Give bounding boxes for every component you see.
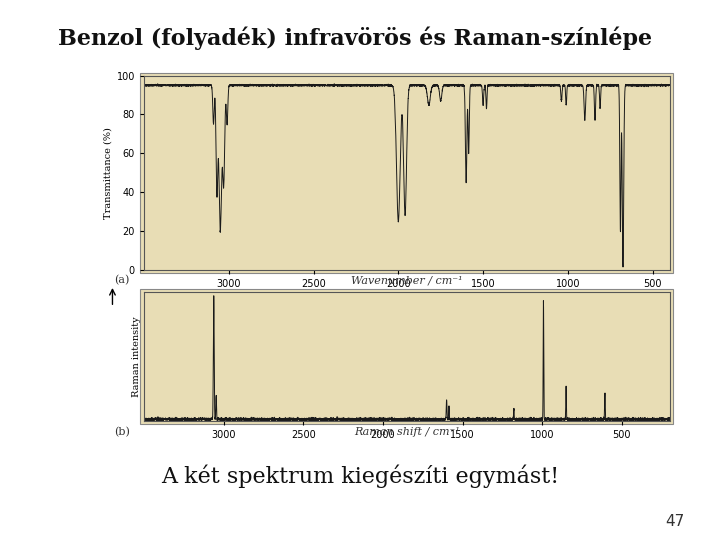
Y-axis label: Raman intensity: Raman intensity (132, 316, 141, 397)
Text: (a): (a) (114, 275, 130, 286)
Text: 47: 47 (665, 514, 684, 529)
Text: A két spektrum kiegészíti egymást!: A két spektrum kiegészíti egymást! (161, 464, 559, 488)
Text: Benzol (folyadék) infravörös és Raman-színlépe: Benzol (folyadék) infravörös és Raman-sz… (58, 27, 652, 51)
Text: Wavenumber / cm⁻¹: Wavenumber / cm⁻¹ (351, 275, 463, 286)
Y-axis label: Transmittance (%): Transmittance (%) (104, 127, 112, 219)
Text: (b): (b) (114, 427, 130, 437)
Text: Raman shift / cm⁻¹: Raman shift / cm⁻¹ (354, 427, 460, 437)
